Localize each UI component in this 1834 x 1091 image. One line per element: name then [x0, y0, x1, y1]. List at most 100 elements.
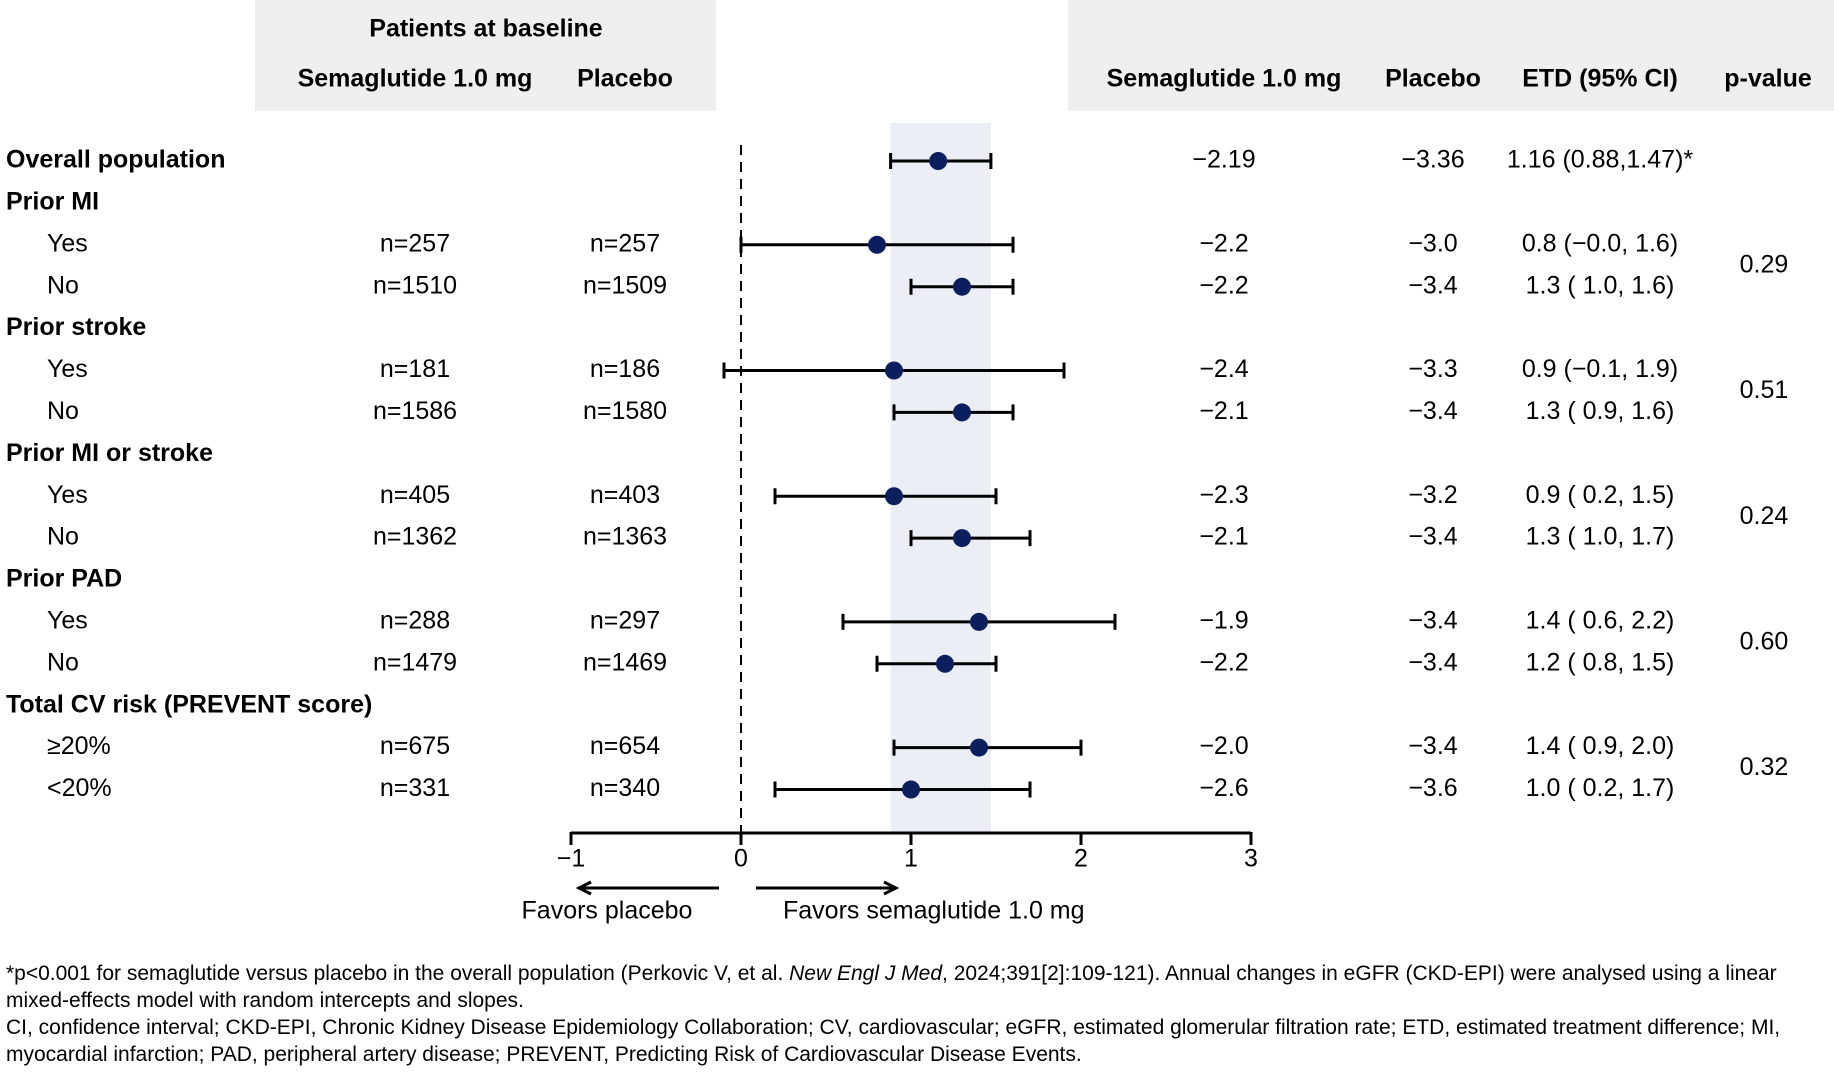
placebo-value: −3.3	[1408, 355, 1457, 383]
footnote-text: *p<0.001 for semaglutide versus placebo …	[6, 962, 790, 985]
placebo-value: −3.4	[1408, 732, 1457, 760]
placebo-value: −3.4	[1408, 271, 1457, 299]
placebo-value: −3.4	[1408, 397, 1457, 425]
header-title: Patients at baseline	[369, 15, 603, 43]
n-sema: n=288	[380, 607, 450, 635]
sema-value: −2.6	[1199, 774, 1248, 802]
etd-value: 0.9 ( 0.2, 1.5)	[1526, 481, 1675, 509]
etd-value: 0.9 (−0.1, 1.9)	[1522, 355, 1678, 383]
x-tick-label: 3	[1244, 845, 1258, 873]
arrow-right	[756, 880, 900, 896]
n-placebo: n=257	[590, 229, 660, 257]
n-sema: n=257	[380, 229, 450, 257]
estimate-marker	[953, 529, 971, 548]
placebo-value: −3.6	[1408, 774, 1457, 802]
n-placebo: n=340	[590, 774, 660, 802]
favors-left: Favors placebo	[522, 897, 693, 925]
n-sema: n=181	[380, 355, 450, 383]
x-tick-label: −1	[557, 845, 586, 873]
subgroup-label: No	[47, 648, 79, 676]
sema-value: −2.2	[1199, 229, 1248, 257]
n-sema: n=1510	[373, 271, 457, 299]
footnote-journal: New Engl J Med	[789, 962, 943, 985]
p-value: 0.24	[1740, 502, 1789, 530]
etd-value: 1.3 ( 0.9, 1.6)	[1526, 397, 1675, 425]
row-label: Overall population	[6, 146, 225, 174]
estimate-marker	[953, 277, 971, 296]
column-header: Placebo	[577, 65, 673, 93]
n-sema: n=1479	[373, 648, 457, 676]
header-box	[255, 0, 716, 111]
p-value: 0.60	[1740, 627, 1789, 655]
subgroup-label: No	[47, 271, 79, 299]
p-value: 0.32	[1740, 753, 1789, 781]
column-header: p-value	[1724, 65, 1812, 93]
n-placebo: n=1509	[583, 271, 667, 299]
n-sema: n=1362	[373, 523, 457, 551]
etd-value: 1.16 (0.88,1.47)*	[1507, 146, 1694, 174]
group-label: Prior stroke	[6, 313, 146, 341]
n-sema: n=675	[380, 732, 450, 760]
favors-right: Favors semaglutide 1.0 mg	[783, 897, 1085, 925]
placebo-value: −3.0	[1408, 229, 1457, 257]
group-label: Prior MI	[6, 188, 99, 216]
column-header: Semaglutide 1.0 mg	[298, 65, 533, 93]
group-label: Prior PAD	[6, 565, 122, 593]
abbreviations: CI, confidence interval; CKD-EPI, Chroni…	[6, 1016, 1781, 1066]
n-placebo: n=1363	[583, 523, 667, 551]
p-value: 0.51	[1740, 376, 1789, 404]
p-value: 0.29	[1740, 250, 1789, 278]
sema-value: −2.4	[1199, 355, 1248, 383]
sema-value: −2.2	[1199, 648, 1248, 676]
n-sema: n=1586	[373, 397, 457, 425]
estimate-marker	[953, 403, 971, 422]
header-box	[1068, 0, 1834, 111]
etd-value: 1.3 ( 1.0, 1.6)	[1526, 271, 1675, 299]
subgroup-label: No	[47, 397, 79, 425]
etd-value: 1.4 ( 0.9, 2.0)	[1526, 732, 1675, 760]
sema-value: −2.1	[1199, 397, 1248, 425]
n-placebo: n=186	[590, 355, 660, 383]
arrow-left	[575, 880, 719, 896]
etd-value: 0.8 (−0.0, 1.6)	[1522, 229, 1678, 257]
sema-value: −1.9	[1199, 607, 1248, 635]
n-sema: n=331	[380, 774, 450, 802]
sema-value: −2.1	[1199, 523, 1248, 551]
group-label: Prior MI or stroke	[6, 439, 213, 467]
placebo-value: −3.4	[1408, 648, 1457, 676]
estimate-marker	[970, 738, 988, 757]
column-header: Semaglutide 1.0 mg	[1107, 65, 1342, 93]
sema-value: −2.0	[1199, 732, 1248, 760]
estimate-marker	[970, 612, 988, 631]
placebo-value: −3.2	[1408, 481, 1457, 509]
estimate-marker	[902, 780, 920, 799]
group-label: Total CV risk (PREVENT score)	[6, 690, 372, 718]
placebo-value: −3.36	[1401, 146, 1464, 174]
footnote: *p<0.001 for semaglutide versus placebo …	[6, 960, 1828, 1014]
subgroup-label: Yes	[47, 355, 88, 383]
subgroup-label: ≥20%	[47, 732, 111, 760]
estimate-marker	[885, 487, 903, 506]
x-tick-label: 2	[1074, 845, 1088, 873]
placebo-value: −3.4	[1408, 607, 1457, 635]
n-placebo: n=297	[590, 607, 660, 635]
estimate-marker	[929, 152, 948, 170]
etd-value: 1.0 ( 0.2, 1.7)	[1526, 774, 1675, 802]
etd-value: 1.4 ( 0.6, 2.2)	[1526, 607, 1675, 635]
overall-ci-band	[890, 123, 991, 833]
subgroup-label: Yes	[47, 229, 88, 257]
footnote-text: , 2024;391[2]:109-121). Annual changes i…	[6, 962, 1777, 1012]
estimate-marker	[936, 654, 954, 673]
etd-value: 1.2 ( 0.8, 1.5)	[1526, 648, 1675, 676]
x-tick-label: 0	[734, 845, 748, 873]
n-placebo: n=1469	[583, 648, 667, 676]
subgroup-label: No	[47, 523, 79, 551]
estimate-marker	[885, 361, 903, 380]
sema-value: −2.3	[1199, 481, 1248, 509]
n-sema: n=405	[380, 481, 450, 509]
x-tick-label: 1	[904, 845, 918, 873]
subgroup-label: Yes	[47, 481, 88, 509]
n-placebo: n=654	[590, 732, 660, 760]
footnotes: *p<0.001 for semaglutide versus placebo …	[6, 960, 1828, 1068]
